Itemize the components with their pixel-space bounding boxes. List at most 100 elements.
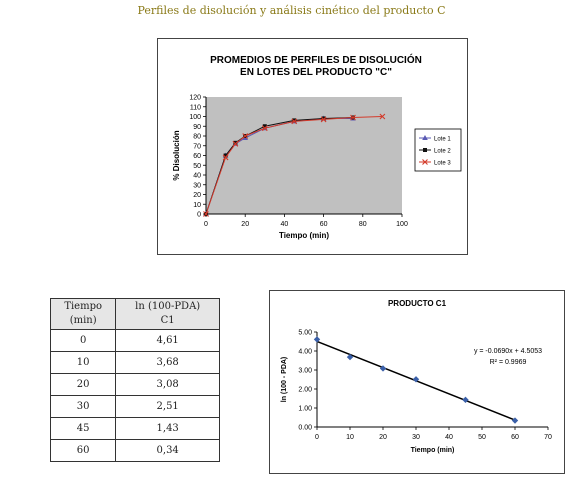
table-row: 10 3,68 [49, 351, 220, 374]
legend-marker [422, 159, 428, 165]
legend-label: Lote 2 [434, 149, 451, 155]
cell-tiempo: 45 [49, 417, 117, 440]
data-point [412, 376, 420, 383]
y-tick-label: 4.00 [298, 349, 312, 356]
y-tick-label: 10 [193, 202, 201, 209]
table-row: 30 2,51 [49, 395, 220, 418]
series-point [222, 154, 229, 161]
series-point [292, 118, 297, 123]
header-ln-line2: C1 [160, 315, 175, 326]
y-tick-label: 40 [193, 173, 201, 180]
y-tick-label: 100 [189, 114, 201, 121]
y-tick-label: 50 [193, 163, 201, 170]
series-point [291, 118, 298, 125]
x-tick-label: 40 [281, 221, 289, 228]
table-header-row: Tiempo (min) ln (100-PDA) C1 [49, 298, 220, 330]
cell-tiempo: 60 [49, 439, 117, 462]
x-tick-label: 80 [359, 221, 367, 228]
y-tick-label: 3.00 [298, 368, 312, 375]
y-axis-label: % Disolución [172, 130, 181, 180]
x-tick-label: 30 [412, 434, 420, 441]
table-row: 20 3,08 [49, 373, 220, 396]
header-ln-line1: ln (100-PDA) [135, 301, 201, 312]
y-tick-label: 110 [190, 104, 201, 111]
series-point [233, 140, 238, 145]
cell-ln: 4,61 [115, 329, 220, 352]
x-tick-label: 20 [241, 221, 249, 228]
series-point [223, 153, 228, 158]
data-point [511, 417, 519, 424]
legend-label: Lote 3 [434, 161, 451, 167]
c1-kinetics-chart: PRODUCTO C1 0.00 1.00 2.00 3.00 4.00 5.00 0 10 20… [269, 290, 565, 474]
y-tick-label: 5.00 [298, 330, 312, 337]
cell-tiempo: 0 [49, 329, 117, 352]
series-point [203, 211, 209, 217]
x-tick-label: 0 [204, 221, 208, 228]
chart-title: PRODUCTO C1 [388, 299, 447, 308]
x-tick-label: 60 [511, 434, 519, 441]
cell-tiempo: 20 [49, 373, 117, 396]
x-tick-label: 40 [445, 434, 453, 441]
dissolution-profile-chart: PROMEDIOS DE PERFILES DE DISOLUCIÓN EN LO… [157, 38, 468, 255]
cell-ln: 1,43 [115, 417, 220, 440]
series-point [321, 116, 326, 121]
data-point [379, 365, 387, 372]
legend-marker [423, 148, 427, 152]
series-point [261, 125, 268, 132]
y-tick-label: 120 [189, 95, 201, 102]
x-tick-label: 0 [315, 434, 319, 441]
series-point [232, 140, 239, 147]
header-ln: ln (100-PDA) C1 [115, 298, 220, 330]
r2-annotation: R² = 0.9969 [490, 359, 527, 366]
y-tick-label: 0.00 [298, 425, 312, 432]
chart-title-line1: PROMEDIOS DE PERFILES DE DISOLUCIÓN [210, 53, 422, 66]
data-point [346, 353, 354, 361]
header-tiempo: Tiempo (min) [49, 298, 117, 330]
x-tick-label: 10 [346, 434, 354, 441]
ln-data-table: Tiempo (min) ln (100-PDA) C1 0 4,61 10 3… [49, 298, 220, 462]
cell-ln: 3,08 [115, 373, 220, 396]
legend-label: Lote 1 [434, 137, 451, 143]
table-row: 45 1,43 [49, 417, 220, 440]
cell-ln: 0,34 [115, 439, 220, 462]
chart-title-line2: EN LOTES DEL PRODUCTO "C" [240, 67, 392, 78]
series-point [350, 114, 356, 121]
y-tick-label: 60 [193, 153, 201, 160]
x-axis-label: Tiempo (min) [411, 447, 455, 454]
y-tick-label: 70 [193, 143, 201, 150]
table-row: 0 4,61 [49, 329, 220, 352]
x-tick-label: 50 [478, 434, 486, 441]
y-axis-label: ln (100 - PDA) [281, 357, 288, 403]
x-tick-label: 60 [320, 221, 328, 228]
series-point [320, 116, 327, 123]
header-tiempo-line2: (min) [69, 315, 97, 326]
data-point [462, 396, 469, 404]
header-tiempo-line1: Tiempo [64, 301, 103, 312]
cell-tiempo: 30 [49, 395, 117, 418]
c1-chart-svg: PRODUCTO C1 0.00 1.00 2.00 3.00 4.00 5.00 0 10 20… [281, 299, 552, 454]
cell-ln: 3,68 [115, 351, 220, 374]
x-tick-label: 70 [544, 434, 552, 441]
cell-tiempo: 10 [49, 351, 117, 374]
y-tick-label: 30 [193, 182, 201, 189]
equation-annotation: y = -0.0690x + 4.5053 [474, 348, 542, 355]
y-tick-label: 2.00 [298, 387, 312, 394]
y-tick-label: 90 [193, 124, 201, 131]
y-tick-label: 20 [193, 192, 201, 199]
y-tick-label: 0 [197, 212, 201, 219]
series-point [242, 133, 249, 139]
table-row: 60 0,34 [49, 439, 220, 462]
cell-ln: 2,51 [115, 395, 220, 418]
x-tick-label: 100 [396, 221, 408, 228]
series-line [205, 116, 354, 215]
legend-marker [422, 135, 428, 140]
plot-area [206, 97, 402, 214]
y-tick-label: 1.00 [298, 406, 312, 413]
y-tick-label: 80 [193, 134, 201, 141]
series-point [262, 124, 267, 129]
data-point [313, 336, 321, 343]
x-tick-label: 20 [379, 434, 387, 441]
x-axis-label: Tiempo (min) [279, 231, 329, 240]
page-title: Perfiles de disolución y análisis cinéti… [137, 4, 446, 17]
